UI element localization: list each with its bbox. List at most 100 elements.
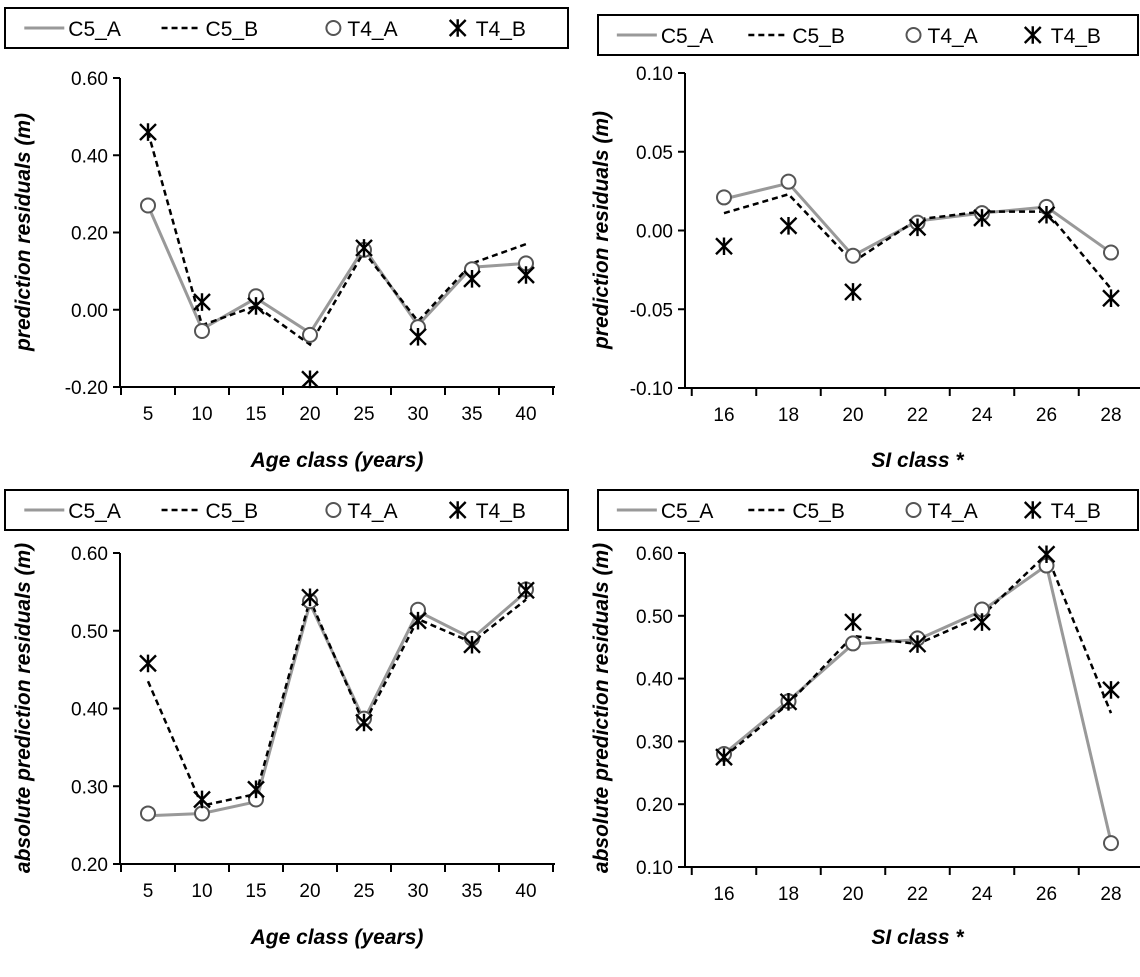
y-tick-label: 0.40 (71, 146, 108, 167)
series-c5-a-line (146, 204, 527, 336)
x-tick-label: 25 (353, 404, 374, 425)
series-t4-b-point (193, 790, 211, 809)
series-t4-b-point (139, 654, 157, 673)
x-tick-label: 24 (971, 405, 993, 426)
series-t4-b-point (908, 218, 927, 237)
y-tick-label: 0.40 (636, 670, 673, 691)
x-tick-label: 40 (515, 881, 536, 902)
x-tick-label: 18 (778, 884, 799, 905)
series-t4-b (715, 205, 1120, 308)
series-t4-b-point (1037, 545, 1056, 564)
y-tick-label: 0.20 (636, 795, 673, 816)
legend-label-t4-a: T4_A (347, 18, 397, 41)
chart-panel-2: C5_A C5_B T4_A T4_B -0.10 -0.05 0.00 0.05 0.10 16… (590, 14, 1140, 472)
y-tick-label: 0.40 (71, 700, 108, 721)
x-axis-title: SI class * (871, 926, 964, 949)
series-t4-b (139, 123, 535, 389)
legend-swatch-t4-b (448, 19, 467, 37)
x-axis-title: Age class (years) (250, 926, 424, 949)
series-c5-b-line (146, 595, 527, 808)
series-t4-a-point (1103, 244, 1119, 261)
chart-panel-3: C5_A C5_B T4_A T4_B 0.20 0.30 0.40 0.50 0.60 5 10 1… (4, 489, 569, 949)
legend-label-c5-a: C5_A (68, 18, 121, 41)
x-tick-label: 35 (461, 404, 482, 425)
series-c5-b (146, 131, 527, 347)
series-t4-a-point (845, 247, 861, 264)
series-t4-b-point (247, 780, 265, 799)
x-tick-label: 26 (1036, 405, 1057, 426)
x-axis-title: SI class * (871, 449, 964, 472)
series-t4-a-point (1103, 835, 1119, 852)
series-t4-b-point (973, 209, 991, 227)
chart-panel-4: C5_A C5_B T4_A T4_B 0.10 0.20 0.30 0.40 0.50 0.60… (590, 489, 1140, 949)
y-tick-label: 0.00 (636, 222, 673, 243)
series-t4-a (140, 581, 534, 822)
series-t4-b-point (1037, 205, 1056, 224)
x-tick-label: 20 (299, 404, 320, 425)
legend-swatch-t4-b (448, 501, 467, 519)
x-tick-label: 28 (1100, 405, 1121, 426)
x-tick-label: 35 (461, 881, 482, 902)
y-tick-label: 0.60 (636, 544, 673, 565)
legend-swatch-t4-a (905, 502, 922, 518)
series-c5-b-line (723, 552, 1113, 759)
legend-box (597, 14, 1139, 56)
y-tick-label: 0.10 (636, 858, 673, 879)
chart-panel-1: C5_A C5_B T4_A T4_B -0.20 0.00 0.20 0.40 0.60 5 10… (4, 7, 569, 472)
x-tick-label: 15 (245, 881, 266, 902)
x-tick-label: 20 (842, 884, 863, 905)
y-tick-label: 0.50 (71, 622, 108, 643)
legend-label-t4-b: T4_B (1051, 500, 1101, 523)
legend-label-t4-b: T4_B (476, 18, 526, 41)
series-t4-b-point (908, 635, 927, 653)
x-tick-label: 22 (907, 884, 928, 905)
y-axis-title: prediction residuals (m) (590, 111, 613, 350)
x-tick-label: 10 (191, 881, 212, 902)
y-tick-label: 0.60 (71, 544, 108, 565)
legend-label-t4-a: T4_A (928, 500, 978, 523)
y-axis-title: absolute prediction residuals (m) (590, 543, 613, 873)
y-tick-label: 0.00 (71, 301, 108, 322)
y-tick-label: 0.10 (636, 64, 673, 85)
x-axis-title: Age class (years) (250, 449, 424, 472)
y-tick-label: 0.20 (71, 855, 108, 876)
series-t4-b-point (844, 283, 862, 301)
series-t4-b-point (193, 293, 211, 311)
series-c5-b (723, 552, 1113, 759)
x-tick-label: 20 (299, 881, 320, 902)
series-t4-a-point (716, 189, 732, 206)
series-t4-b-point (463, 635, 481, 654)
x-tick-label: 18 (778, 405, 799, 426)
series-t4-b-point (409, 611, 427, 630)
legend-box (4, 7, 569, 49)
series-t4-a-point (194, 805, 210, 822)
legend-swatch-t4-a (325, 502, 342, 518)
legend-label-t4-b: T4_B (1051, 25, 1101, 48)
legend-label-c5-b: C5_B (792, 25, 845, 48)
series-t4-b-point (715, 237, 733, 256)
series-t4-a-point (302, 326, 318, 343)
x-tick-label: 26 (1036, 884, 1057, 905)
series-t4-b-point (844, 613, 862, 631)
legend-label-t4-a: T4_A (347, 500, 397, 523)
series-t4-b-point (715, 748, 733, 766)
series-t4-b-point (973, 613, 991, 631)
series-t4-b-point (517, 581, 535, 600)
x-tick-label: 20 (842, 405, 863, 426)
legend-label-c5-b: C5_B (206, 500, 259, 523)
x-tick-label: 30 (407, 881, 428, 902)
y-tick-label: 0.50 (636, 607, 673, 628)
series-t4-b-point (139, 123, 157, 141)
x-tick-label: 16 (713, 884, 734, 905)
y-tick-label: 0.30 (71, 777, 108, 798)
series-t4-a-point (845, 635, 861, 652)
y-tick-label: -0.20 (65, 378, 108, 399)
series-t4-a-point (140, 197, 156, 214)
series-c5-a (147, 590, 527, 818)
series-t4-b (715, 545, 1120, 766)
series-c5-a-line (147, 590, 527, 818)
y-tick-label: -0.10 (630, 379, 673, 400)
series-t4-a (716, 557, 1119, 852)
legend-label-c5-b: C5_B (792, 500, 845, 523)
x-tick-label: 22 (907, 405, 928, 426)
